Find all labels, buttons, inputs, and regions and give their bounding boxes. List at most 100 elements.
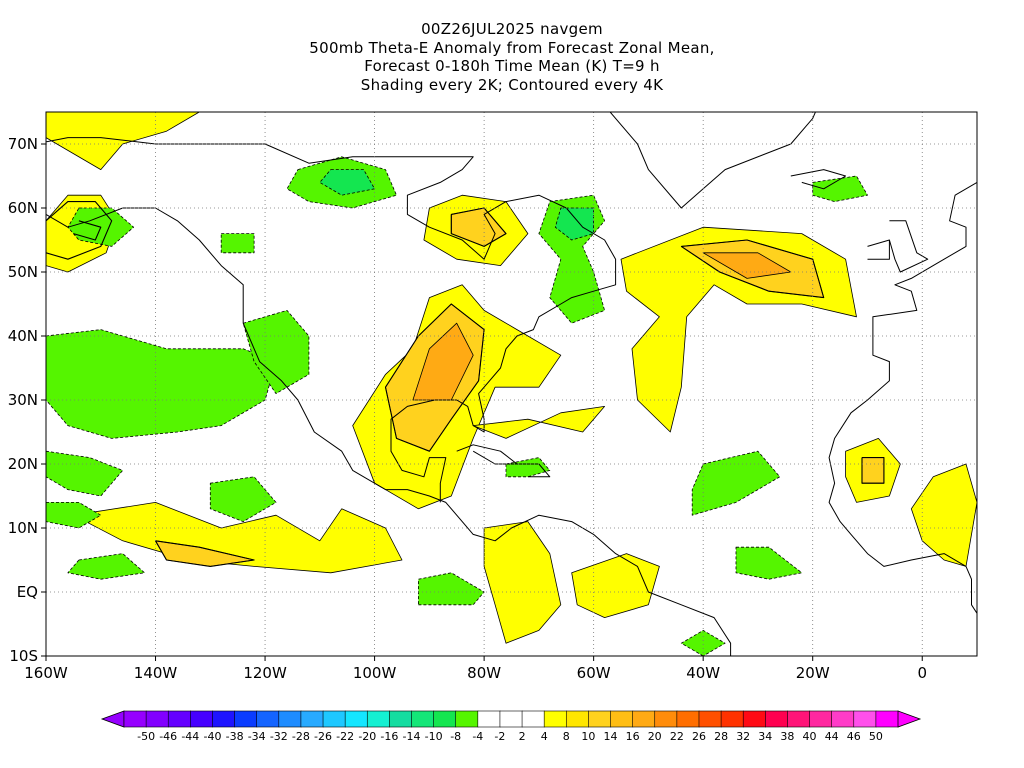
colorbar-swatch — [499, 710, 523, 728]
colorbar-label: 50 — [869, 730, 883, 743]
negative-anomaly-region-19 — [242, 309, 310, 395]
colorbar-swatch — [632, 710, 656, 728]
contour-line-4 — [155, 540, 255, 567]
colorbar-swatch — [477, 710, 501, 728]
latitude-axis: 70N 60N 50N 40N 30N 20N 10N EQ 10S — [8, 135, 46, 665]
colorbar-label: 44 — [825, 730, 839, 743]
colorbar-label: 8 — [563, 730, 570, 743]
negative-anomaly-region-18 — [46, 329, 277, 439]
longitude-tick-label: 100W — [353, 664, 397, 682]
colorbar-swatch — [831, 710, 855, 728]
negative-anomaly-region-33 — [505, 457, 551, 478]
longitude-tick-label: 140W — [134, 664, 178, 682]
coastline-british-isles — [888, 220, 929, 273]
longitude-tick-label: 120W — [243, 664, 287, 682]
colorbar-label: 32 — [736, 730, 750, 743]
latitude-tick-label: EQ — [17, 583, 38, 601]
colorbar-label: -26 — [314, 730, 332, 743]
longitude-tick-label: 60W — [577, 664, 611, 682]
positive-anomaly-region-4 — [412, 322, 474, 401]
colorbar-swatch — [588, 710, 612, 728]
colorbar-swatch — [366, 710, 390, 728]
colorbar-swatch — [300, 710, 324, 728]
positive-anomaly-region-16 — [861, 457, 885, 484]
colorbar-label: -4 — [472, 730, 483, 743]
colorbar-swatch — [256, 710, 280, 728]
colorbar-swatch — [344, 710, 368, 728]
negative-anomaly-region-23 — [209, 476, 277, 522]
negative-anomaly-region-20 — [46, 450, 124, 497]
colorbar-label: 14 — [604, 730, 618, 743]
colorbar-label: 10 — [581, 730, 595, 743]
colorbar-label: -46 — [159, 730, 177, 743]
colorbar-label: -14 — [403, 730, 421, 743]
coastline-hispaniola — [517, 463, 551, 478]
colorbar: -50 -46 -44 -40 -38 -34 -32 -28 -26 -22 -20 -16 -14-… — [100, 710, 922, 743]
colorbar-label: -44 — [181, 730, 199, 743]
negative-anomaly-region-27 — [220, 233, 255, 254]
colorbar-swatch — [278, 710, 302, 728]
negative-anomaly-region-34 — [812, 175, 868, 203]
title-line-forecast: Forecast 0-180h Time Mean (K) T=9 h — [364, 57, 660, 75]
coastline-gulf-east-coast — [46, 137, 617, 503]
colorbar-swatch — [654, 710, 678, 728]
positive-anomaly-region-14 — [472, 405, 605, 439]
positive-anomaly-region-13 — [571, 553, 660, 618]
title-line-run: 00Z26JUL2025 navgem — [421, 20, 603, 38]
colorbar-label: -22 — [336, 730, 354, 743]
colorbar-swatch — [123, 710, 147, 728]
colorbar-label: -20 — [358, 730, 376, 743]
colorbar-label: 16 — [626, 730, 640, 743]
colorbar-high-arrow — [897, 710, 922, 728]
coastline-cuba — [456, 444, 518, 465]
colorbar-label: -40 — [204, 730, 222, 743]
colorbar-label: 22 — [670, 730, 684, 743]
coastline-north-america — [46, 207, 732, 656]
contour-line-0 — [46, 201, 113, 260]
colorbar-low-arrow — [100, 710, 125, 728]
longitude-tick-label: 40W — [686, 664, 720, 682]
negative-anomaly-region-30 — [691, 450, 781, 516]
latitude-tick-label: 30N — [8, 391, 38, 409]
negative-anomaly-region-32 — [417, 572, 485, 606]
latitude-tick-label: 20N — [8, 455, 38, 473]
latitude-tick-label: 10N — [8, 519, 38, 537]
coastline-ireland — [867, 239, 890, 260]
latitude-tick-label: 60N — [8, 199, 38, 217]
latitude-tick-label: 40N — [8, 327, 38, 345]
contour-line-1 — [73, 220, 102, 241]
negative-anomaly-region-35 — [680, 630, 726, 656]
longitude-tick-label: 0 — [917, 664, 927, 682]
negative-anomaly-region-22 — [67, 553, 146, 580]
colorbar-label: 20 — [648, 730, 662, 743]
contour-line-6 — [861, 457, 885, 484]
anomaly-contour-layer — [46, 201, 885, 567]
colorbar-swatch — [787, 710, 811, 728]
negative-anomaly-region-29 — [554, 207, 594, 241]
colorbar-swatch — [765, 710, 789, 728]
colorbar-swatch — [145, 710, 169, 728]
colorbar-swatch — [809, 710, 833, 728]
longitude-axis: 160W 140W 120W 100W 80W 60W 40W 20W 0 — [24, 656, 927, 682]
colorbar-swatch — [433, 710, 457, 728]
colorbar-label: 40 — [803, 730, 817, 743]
colorbar-label: -28 — [292, 730, 310, 743]
latitude-tick-label: 70N — [8, 135, 38, 153]
longitude-tick-label: 80W — [467, 664, 501, 682]
colorbar-label: -8 — [450, 730, 461, 743]
colorbar-label: -16 — [380, 730, 398, 743]
coastline-iceland — [790, 169, 847, 190]
colorbar-label: -2 — [494, 730, 505, 743]
latitude-tick-label: 10S — [9, 647, 38, 665]
colorbar-swatch — [167, 710, 191, 728]
negative-anomaly-region-25 — [319, 169, 376, 196]
colorbar-swatch — [190, 710, 214, 728]
colorbar-swatch — [234, 710, 258, 728]
colorbar-swatch — [455, 710, 479, 728]
colorbar-label: -32 — [270, 730, 288, 743]
colorbar-label: 34 — [758, 730, 772, 743]
colorbar-swatch — [720, 710, 744, 728]
coastline-greenland — [609, 112, 816, 209]
colorbar-swatch — [565, 710, 589, 728]
